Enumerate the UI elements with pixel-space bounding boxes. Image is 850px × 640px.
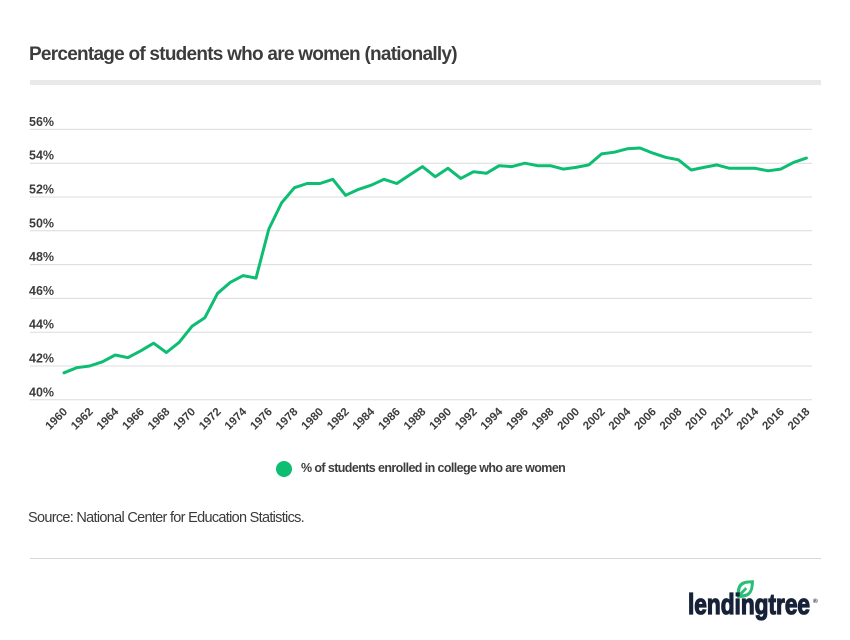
- svg-text:®: ®: [813, 597, 818, 605]
- svg-text:46%: 46%: [29, 284, 54, 298]
- svg-text:40%: 40%: [29, 385, 54, 399]
- svg-text:lendingtree: lendingtree: [688, 589, 810, 621]
- svg-text:44%: 44%: [29, 318, 54, 332]
- svg-text:42%: 42%: [29, 352, 54, 366]
- svg-text:56%: 56%: [29, 115, 54, 129]
- svg-text:50%: 50%: [29, 216, 54, 230]
- svg-text:54%: 54%: [29, 149, 54, 163]
- svg-text:52%: 52%: [29, 183, 54, 197]
- svg-text:48%: 48%: [29, 250, 54, 264]
